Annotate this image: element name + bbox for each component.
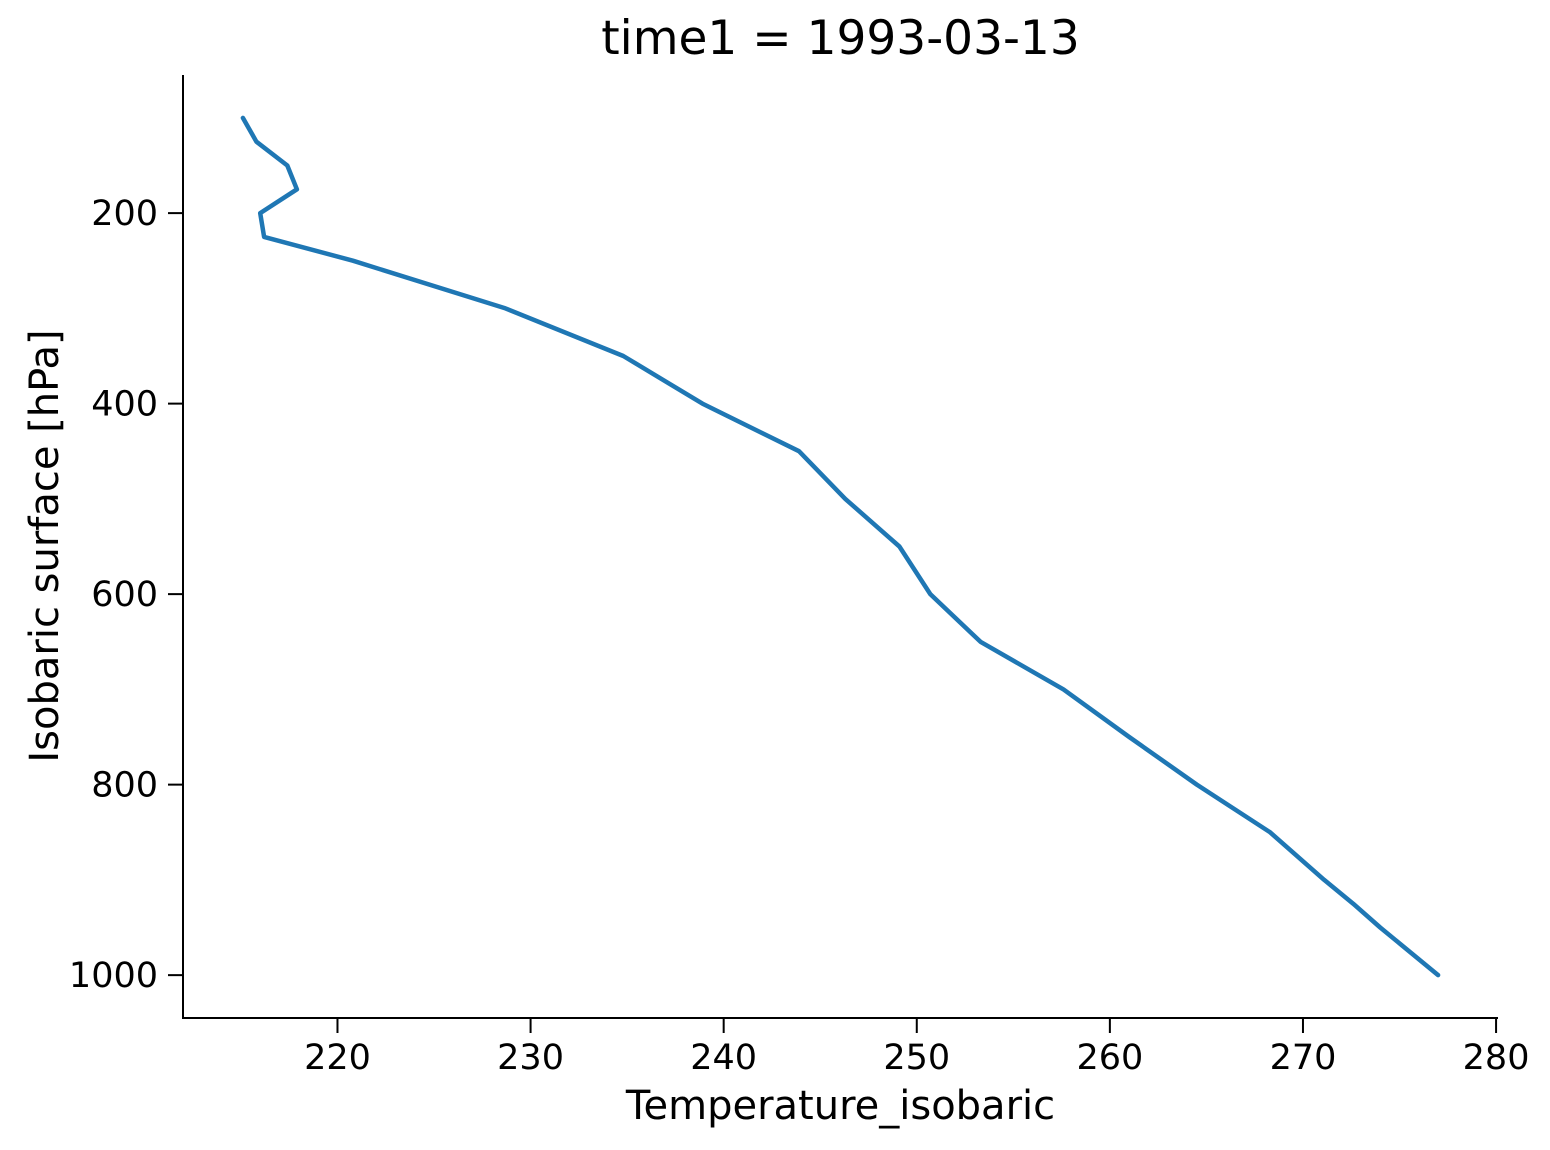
- x-tick-label: 220: [304, 1038, 371, 1078]
- temperature-profile-line: [240, 115, 1441, 978]
- line-layer: [240, 115, 1441, 978]
- axes-ticks: 220 230 240 250 260 270 280 200 400 600 800 1000: [69, 194, 1530, 1078]
- x-tick-label: 240: [690, 1038, 757, 1078]
- y-tick-label: 1000: [69, 956, 158, 996]
- x-tick-label: 280: [1463, 1038, 1530, 1078]
- x-tick-label: 270: [1270, 1038, 1337, 1078]
- x-tick-label: 250: [883, 1038, 950, 1078]
- chart-title: time1 = 1993-03-13: [601, 11, 1080, 66]
- y-tick-label: 600: [91, 575, 158, 615]
- y-tick-label: 800: [91, 766, 158, 806]
- y-tick-label: 200: [91, 194, 158, 234]
- x-tick-label: 260: [1076, 1038, 1143, 1078]
- x-tick-label: 230: [497, 1038, 564, 1078]
- x-axis-label: Temperature_isobaric: [625, 1083, 1056, 1129]
- y-tick-label: 400: [91, 385, 158, 425]
- axes-spines: [182, 75, 1498, 1019]
